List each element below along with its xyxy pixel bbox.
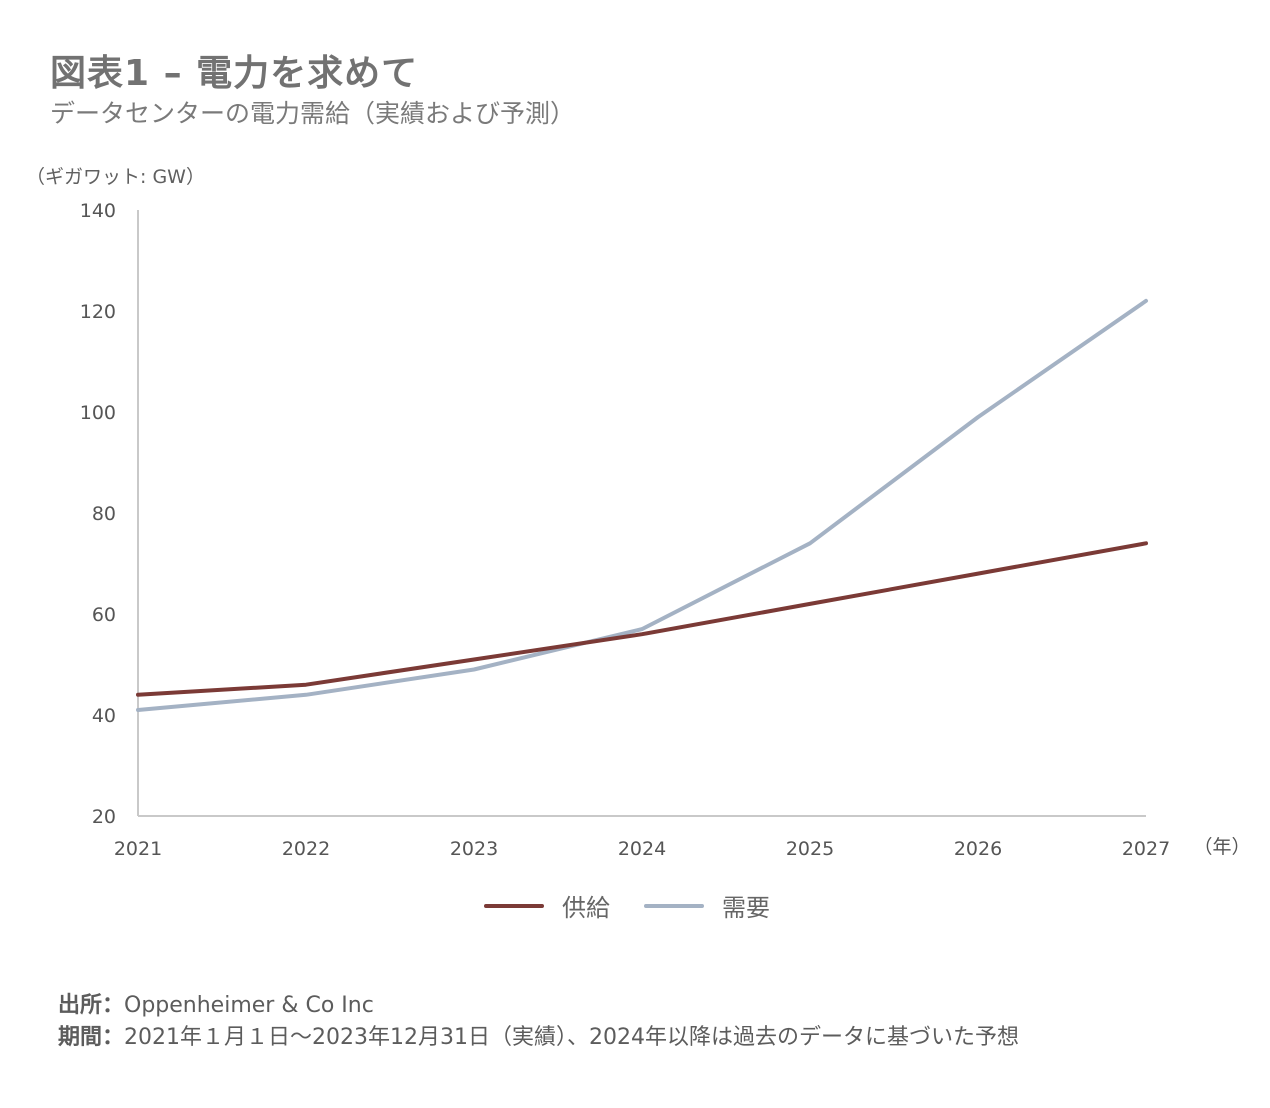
y-tick-label: 100 [80, 402, 116, 424]
period-label: 期間： [58, 1025, 125, 1050]
legend-label-demand: 需要 [722, 894, 770, 922]
legend-swatch-demand [644, 903, 704, 908]
chart-subtitle: データセンターの電力需給（実績および予測） [50, 99, 576, 128]
x-axis-ticks: 2021 2022 2023 2024 2025 2026 2027 （年） [114, 836, 1251, 860]
legend-swatch-supply [484, 903, 544, 908]
y-axis-unit-label: （ギガワット: GW） [26, 166, 205, 188]
y-tick-label: 80 [92, 503, 116, 525]
legend: 供給 需要 [484, 888, 804, 923]
source-value: Oppenheimer & Co Inc [124, 993, 374, 1018]
y-tick-label: 40 [92, 705, 116, 727]
y-tick-label: 120 [80, 301, 116, 323]
axes [137, 210, 1146, 817]
footnotes: 出所：Oppenheimer & Co Inc 期間：2021年１月１日～202… [58, 990, 1019, 1054]
legend-label-supply: 供給 [562, 894, 610, 922]
y-tick-label: 140 [80, 200, 116, 222]
legend-item-supply: 供給 [484, 888, 610, 923]
y-tick-label: 20 [92, 806, 116, 828]
period-note: 期間：2021年１月１日～2023年12月31日（実績）、2024年以降は過去の… [58, 1022, 1019, 1054]
series-line-supply [136, 541, 1148, 697]
y-tick-label: 60 [92, 604, 116, 626]
chart-title: 図表1 – 電力を求めて [50, 53, 419, 94]
x-tick-label: 2026 [954, 838, 1002, 860]
x-tick-label: 2022 [282, 838, 330, 860]
series-lines [136, 298, 1148, 712]
y-axis-ticks: 20 40 60 80 100 120 140 [80, 200, 116, 828]
x-tick-label: 2027 [1122, 838, 1170, 860]
x-tick-label: 2025 [786, 838, 834, 860]
source-note: 出所：Oppenheimer & Co Inc [58, 990, 1019, 1022]
x-tick-label: 2021 [114, 838, 162, 860]
series-line-demand [136, 298, 1148, 712]
source-label: 出所： [58, 993, 125, 1018]
x-axis-unit-label: （年） [1193, 836, 1250, 858]
x-tick-label: 2024 [618, 838, 666, 860]
period-value: 2021年１月１日～2023年12月31日（実績）、2024年以降は過去のデータ… [124, 1025, 1019, 1050]
x-tick-label: 2023 [450, 838, 498, 860]
legend-item-demand: 需要 [644, 888, 770, 923]
